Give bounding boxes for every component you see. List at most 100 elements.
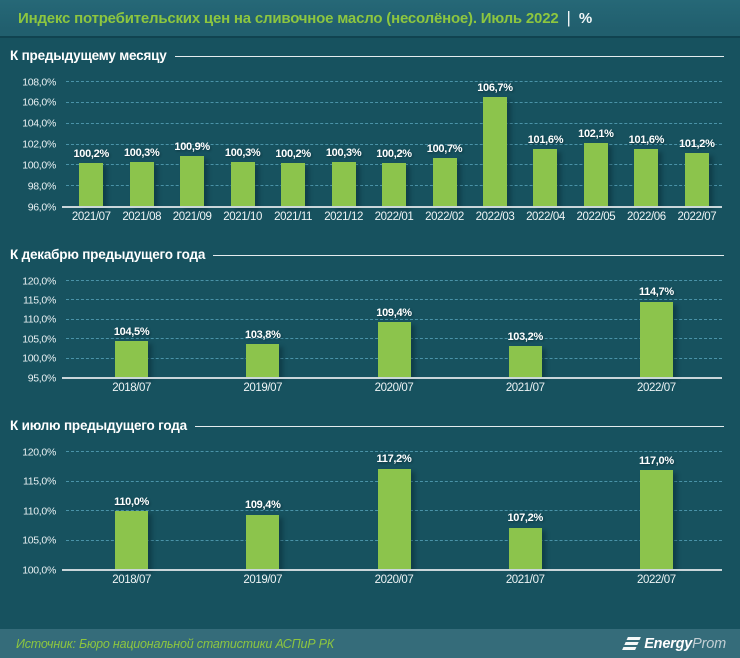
y-axis-tick-label: 110,0% xyxy=(22,504,56,517)
bar-value-label: 100,3% xyxy=(325,147,362,160)
x-axis-labels: 2018/07 2019/07 2020/07 2021/07 2022/07 xyxy=(66,382,722,394)
bar-value-label: 100,3% xyxy=(224,147,261,160)
bar xyxy=(684,152,709,207)
x-axis-label: 2019/07 xyxy=(243,382,283,394)
x-axis-line xyxy=(62,377,722,379)
bar-column: 101,6% xyxy=(621,82,671,207)
bar-value-label: 107,2% xyxy=(507,512,543,525)
bar-column: 100,2% xyxy=(66,82,116,207)
logo-text-light: Prom xyxy=(692,635,726,652)
bar-value-label: 104,5% xyxy=(113,326,150,339)
y-axis-tick-label: 100,0% xyxy=(22,352,56,365)
bar xyxy=(115,511,149,570)
bar xyxy=(533,148,558,207)
bar-value-label: 106,7% xyxy=(477,82,513,94)
bar-column: 102,1% xyxy=(571,82,621,207)
gridline xyxy=(66,122,722,124)
bar-column: 109,4% xyxy=(328,281,459,378)
bar-column: 101,2% xyxy=(672,82,722,207)
x-axis-label: 2020/07 xyxy=(374,382,414,394)
bar-value-label: 110,0% xyxy=(114,495,150,508)
bar-column: 103,8% xyxy=(197,281,328,378)
bar-column: 106,7% xyxy=(470,82,520,207)
logo-bar xyxy=(622,647,637,650)
x-axis-label: 2021/08 xyxy=(122,211,162,223)
y-axis-tick-label: 115,0% xyxy=(22,475,56,488)
bar-column: 100,2% xyxy=(268,82,318,207)
bar xyxy=(180,155,205,207)
x-axis-label: 2018/07 xyxy=(112,574,151,586)
header-rule xyxy=(174,55,724,57)
bar xyxy=(482,97,507,207)
bar xyxy=(508,346,542,378)
gridline xyxy=(66,318,722,320)
y-axis-tick-label: 115,0% xyxy=(22,294,56,307)
section-title: К декабрю предыдущего года xyxy=(10,246,206,262)
bar-value-label: 100,7% xyxy=(426,142,463,155)
x-axis-label: 2021/07 xyxy=(71,211,111,223)
bar-column: 109,4% xyxy=(197,452,328,570)
x-axis-label: 2021/09 xyxy=(172,211,212,223)
plot-area: 96,0% 98,0% 100,0% 102,0% 104,0% 106,0% 108,0%… xyxy=(10,77,724,212)
y-axis-tick-label: 105,0% xyxy=(22,332,56,345)
bar xyxy=(382,163,407,207)
bar-value-label: 100,2% xyxy=(275,148,311,161)
section-header: К июлю предыдущего года xyxy=(10,415,724,435)
section-header: К декабрю предыдущего года xyxy=(10,244,724,264)
bar-column: 114,7% xyxy=(591,281,722,378)
x-axis-labels: 2018/07 2019/07 2020/07 2021/07 2022/07 xyxy=(66,574,722,586)
energyprom-logo-icon xyxy=(622,637,642,650)
title-bar: Индекс потребительских цен на сливочное … xyxy=(0,0,740,38)
bar xyxy=(331,162,356,207)
bar-column: 100,3% xyxy=(217,82,267,207)
bar-value-label: 103,8% xyxy=(245,328,281,341)
x-axis-label: 2022/01 xyxy=(374,211,414,223)
header-rule xyxy=(213,254,724,256)
y-axis-tick-label: 96,0% xyxy=(27,200,57,213)
logo-text-bold: Energy xyxy=(644,635,693,652)
x-axis-label: 2022/06 xyxy=(627,211,666,223)
bar-column: 100,3% xyxy=(116,82,166,207)
x-axis-line xyxy=(62,206,722,208)
x-axis-label: 2022/02 xyxy=(425,211,464,223)
gridline xyxy=(66,451,722,452)
x-axis-label: 2021/07 xyxy=(505,574,545,586)
plot-area: 100,0% 105,0% 110,0% 115,0% 120,0% 110,0% 109… xyxy=(10,447,724,575)
title-unit-label: % xyxy=(578,9,593,27)
y-axis-tick-label: 120,0% xyxy=(22,274,56,287)
y-axis-tick-label: 95,0% xyxy=(27,371,57,384)
logo-bar xyxy=(626,637,642,640)
x-axis-label: 2022/07 xyxy=(637,574,676,586)
bar-column: 104,5% xyxy=(66,281,197,378)
bar-value-label: 114,7% xyxy=(638,286,674,299)
bar xyxy=(246,343,280,378)
bar xyxy=(246,514,280,570)
bar xyxy=(115,341,149,378)
bar-value-label: 103,2% xyxy=(507,331,543,344)
y-axis-tick-label: 106,0% xyxy=(22,96,56,109)
x-axis-label: 2022/07 xyxy=(637,382,676,394)
bar-value-label: 117,0% xyxy=(638,454,674,467)
bar-value-label: 100,2% xyxy=(376,148,412,161)
bar xyxy=(508,527,542,570)
chart-year-over-year: К июлю предыдущего года 100,0% 105,0% 110,… xyxy=(10,415,724,586)
chart-vs-december: К декабрю предыдущего года 95,0% 100,0% 10… xyxy=(10,244,724,394)
bar-column: 110,0% xyxy=(66,452,197,570)
charts-container: К предыдущему месяцу 96,0% 98,0% 100,0% 102… xyxy=(0,38,740,586)
x-axis-label: 2022/04 xyxy=(526,211,565,223)
bar-column: 100,2% xyxy=(369,82,419,207)
bar xyxy=(377,322,411,378)
page-title: Индекс потребительских цен на сливочное … xyxy=(18,9,559,27)
logo-text: EnergyProm xyxy=(644,636,726,652)
bar-column: 117,0% xyxy=(591,452,722,570)
bar-column: 103,2% xyxy=(460,281,591,378)
bar xyxy=(129,162,154,207)
bar-column: 117,2% xyxy=(328,452,459,570)
gridline xyxy=(66,299,722,301)
y-axis-tick-label: 108,0% xyxy=(22,75,56,88)
section-title: К июлю предыдущего года xyxy=(10,417,187,433)
bar-value-label: 109,4% xyxy=(245,499,281,512)
y-axis-tick-label: 100,0% xyxy=(22,159,56,172)
y-axis-tick-label: 110,0% xyxy=(22,313,56,326)
